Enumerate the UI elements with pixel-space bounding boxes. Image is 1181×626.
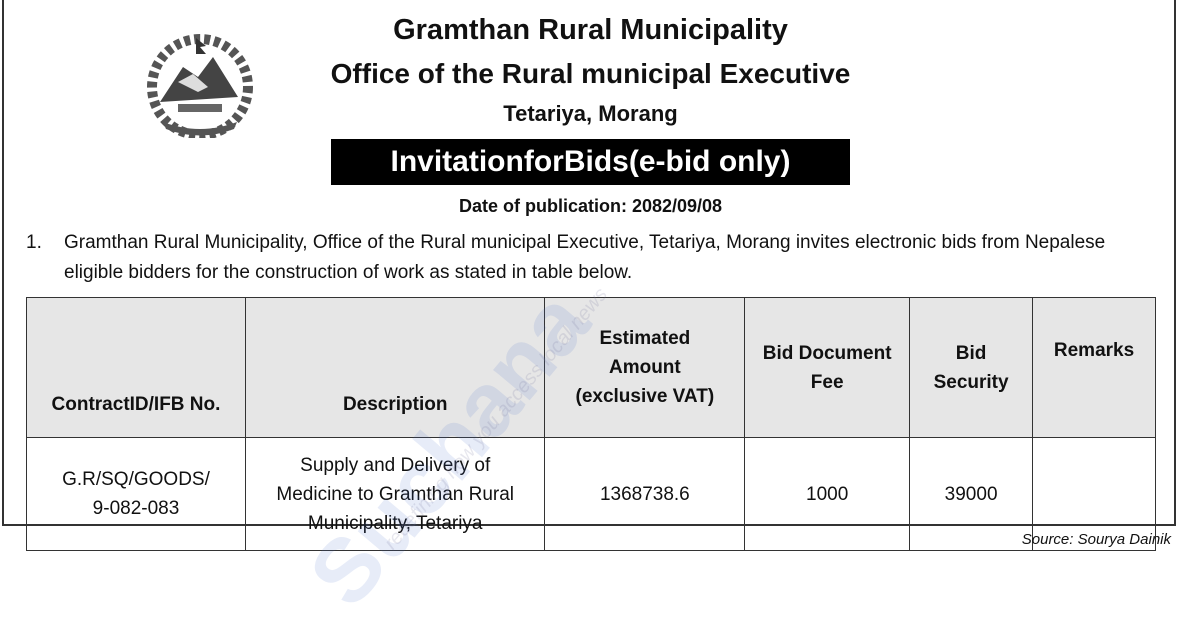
cell-bid-security: 39000 xyxy=(909,437,1034,551)
header-remarks: Remarks xyxy=(1032,297,1156,438)
notice-paragraph: 1. Gramthan Rural Municipality, Office o… xyxy=(26,228,1146,288)
cell-bid-document-fee: 1000 xyxy=(744,437,911,551)
office-name: Office of the Rural municipal Executive xyxy=(330,58,851,89)
table-row: G.R/SQ/GOODS/ 9-082-083 Supply and Deliv… xyxy=(26,437,1156,551)
header-bid-security: Bid Security xyxy=(909,297,1034,438)
nepal-emblem-logo xyxy=(147,34,253,138)
paragraph-number: 1. xyxy=(26,232,42,253)
source-credit: Source: Sourya Dainik xyxy=(1021,531,1171,548)
cell-contract-id: G.R/SQ/GOODS/ 9-082-083 xyxy=(26,437,246,551)
paragraph-text: Gramthan Rural Municipality, Office of t… xyxy=(64,232,1106,283)
cell-remarks xyxy=(1032,437,1156,551)
municipality-name: Gramthan Rural Municipality xyxy=(393,14,788,46)
location: Tetariya, Morang xyxy=(503,101,678,126)
publication-date: Date of publication: 2082/09/08 xyxy=(458,196,723,216)
cell-estimated-amount: 1368738.6 xyxy=(544,437,746,551)
table-header-row: ContractID/IFB No. Description Estimated… xyxy=(26,297,1156,438)
header-description: Description xyxy=(244,297,546,438)
bid-table: ContractID/IFB No. Description Estimated… xyxy=(26,297,1156,551)
header-estimated-amount: Estimated Amount (exclusive VAT) xyxy=(544,297,746,438)
notice-title: InvitationforBids(e-bid only) xyxy=(331,139,850,185)
header-bid-document-fee: Bid Document Fee xyxy=(744,297,911,438)
header-contract-id: ContractID/IFB No. xyxy=(26,297,246,438)
cell-description: Supply and Delivery of Medicine to Gramt… xyxy=(244,437,546,551)
